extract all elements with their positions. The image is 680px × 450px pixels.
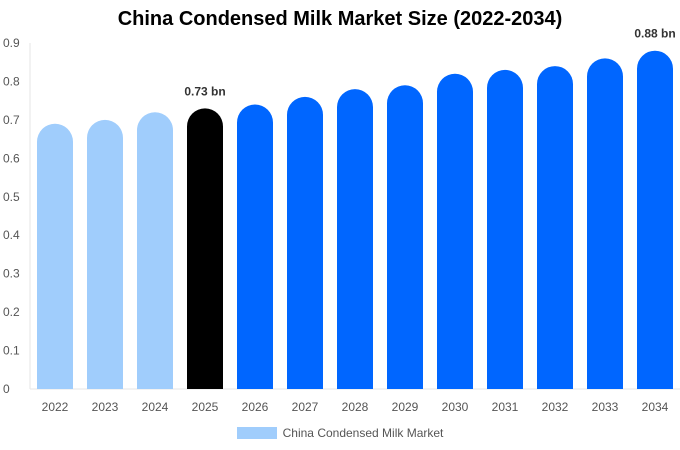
x-tick-label: 2030 (442, 400, 469, 414)
chart-title: China Condensed Milk Market Size (2022-2… (117, 8, 563, 30)
x-tick-label: 2034 (642, 400, 669, 414)
bar-2032 (537, 66, 573, 389)
bar-2024 (137, 112, 173, 389)
x-tick-label: 2024 (142, 400, 169, 414)
x-tick-label: 2022 (42, 400, 69, 414)
bar-2027 (287, 96, 323, 390)
x-tick-label: 2023 (92, 400, 119, 414)
bar-2026 (237, 104, 273, 389)
legend[interactable]: China Condensed Milk Market (0, 426, 680, 440)
bar-2028 (337, 89, 373, 389)
data-label-2034: 0.88 bn (634, 27, 675, 41)
y-tick-label: 0.4 (3, 228, 20, 242)
bar-2033 (587, 58, 623, 389)
y-tick-label: 0.8 (3, 74, 20, 88)
bar-2030 (437, 73, 473, 389)
bar-2025 (187, 108, 223, 389)
y-tick-label: 0 (3, 382, 10, 396)
bar-2031 (487, 69, 523, 390)
x-tick-label: 2027 (292, 400, 319, 414)
x-tick-label: 2031 (492, 400, 519, 414)
x-tick-label: 2025 (192, 400, 219, 414)
x-tick-label: 2026 (242, 400, 269, 414)
data-label-2025: 0.73 bn (184, 84, 225, 98)
legend-swatch (236, 427, 277, 439)
y-tick-label: 0.1 (3, 344, 20, 358)
bar-2023 (87, 119, 123, 389)
x-tick-label: 2029 (392, 400, 419, 414)
y-tick-label: 0.9 (3, 36, 20, 50)
y-tick-label: 0.5 (3, 190, 20, 204)
x-tick-label: 2032 (542, 400, 569, 414)
y-tick-label: 0.6 (3, 151, 20, 165)
y-tick-label: 0.7 (3, 113, 20, 127)
bar-2022 (37, 123, 73, 389)
bar-2029 (387, 85, 423, 390)
y-tick-label: 0.3 (3, 267, 20, 281)
x-tick-label: 2028 (342, 400, 369, 414)
y-tick-label: 0.2 (3, 305, 20, 319)
bar-2034 (637, 50, 673, 389)
legend-label: China Condensed Milk Market (282, 426, 444, 440)
x-tick-label: 2033 (592, 400, 619, 414)
